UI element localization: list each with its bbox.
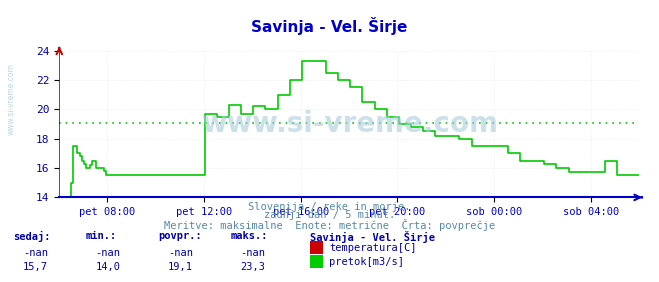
Text: 14,0: 14,0 xyxy=(96,262,121,272)
Text: www.si-vreme.com: www.si-vreme.com xyxy=(201,110,498,138)
Text: 15,7: 15,7 xyxy=(23,262,48,272)
Text: min.:: min.: xyxy=(86,231,117,241)
Text: 23,3: 23,3 xyxy=(241,262,266,272)
Text: www.si-vreme.com: www.si-vreme.com xyxy=(7,63,16,135)
Text: povpr.:: povpr.: xyxy=(158,231,202,241)
Text: Slovenija / reke in morje.: Slovenija / reke in morje. xyxy=(248,202,411,212)
Text: 19,1: 19,1 xyxy=(168,262,193,272)
Text: Savinja - Vel. Širje: Savinja - Vel. Širje xyxy=(310,231,435,243)
Text: -nan: -nan xyxy=(241,248,266,258)
Text: maks.:: maks.: xyxy=(231,231,268,241)
Text: sedaj:: sedaj: xyxy=(13,231,51,242)
Text: -nan: -nan xyxy=(23,248,48,258)
Text: zadnji dan / 5 minut.: zadnji dan / 5 minut. xyxy=(264,210,395,220)
Text: -nan: -nan xyxy=(168,248,193,258)
Text: -nan: -nan xyxy=(96,248,121,258)
Text: pretok[m3/s]: pretok[m3/s] xyxy=(330,257,405,266)
Text: temperatura[C]: temperatura[C] xyxy=(330,243,417,252)
Text: Meritve: maksimalne  Enote: metrične  Črta: povprečje: Meritve: maksimalne Enote: metrične Črta… xyxy=(164,219,495,231)
Text: Savinja - Vel. Širje: Savinja - Vel. Širje xyxy=(251,17,408,35)
